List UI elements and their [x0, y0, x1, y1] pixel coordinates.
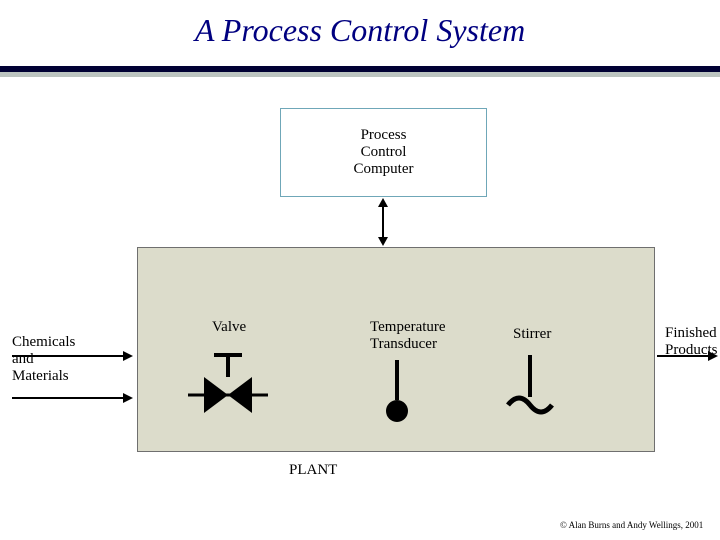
temp-line-1: Temperature: [370, 319, 446, 336]
finished-label: Finished Products: [665, 325, 718, 359]
chemicals-label: Chemicals and Materials: [12, 334, 75, 385]
plant-label: PLANT: [289, 462, 337, 479]
chem-line-3: Materials: [12, 368, 75, 385]
computer-box-text: Process Control Computer: [354, 127, 414, 178]
computer-line-3: Computer: [354, 161, 414, 178]
valve-label: Valve: [212, 319, 246, 336]
divider-light: [0, 72, 720, 77]
computer-line-2: Control: [354, 144, 414, 161]
fin-line-1: Finished: [665, 325, 718, 342]
chem-line-1: Chemicals: [12, 334, 75, 351]
slide-title: A Process Control System: [0, 0, 720, 49]
computer-line-1: Process: [354, 127, 414, 144]
fin-line-2: Products: [665, 342, 718, 359]
process-control-computer-box: Process Control Computer: [280, 108, 487, 197]
copyright-label: © Alan Burns and Andy Wellings, 2001: [560, 520, 703, 530]
temp-line-2: Transducer: [370, 336, 446, 353]
temperature-label: Temperature Transducer: [370, 319, 446, 353]
stirrer-label: Stirrer: [513, 326, 551, 343]
chem-line-2: and: [12, 351, 75, 368]
